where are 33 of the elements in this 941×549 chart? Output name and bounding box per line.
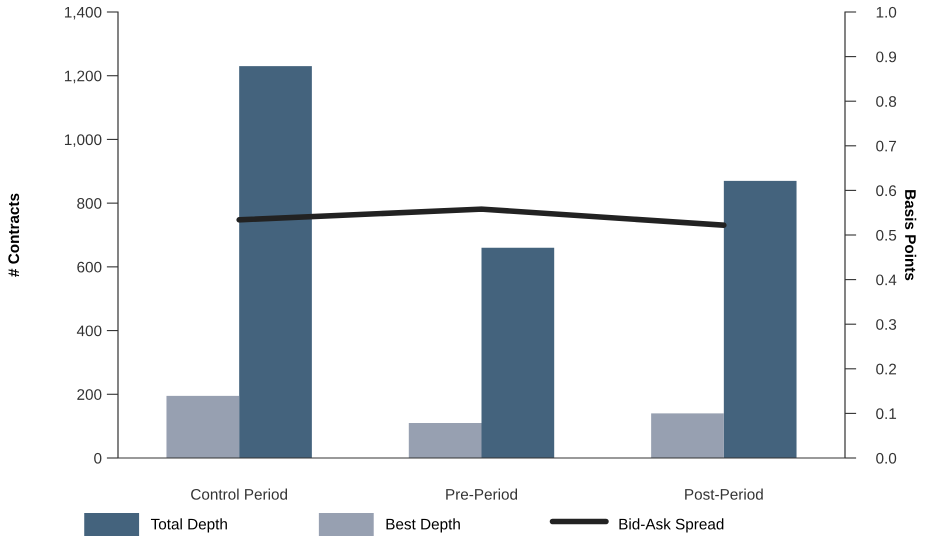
- x-tick-label: Control Period: [191, 488, 288, 500]
- y2-tick-label: 0.2: [876, 364, 896, 374]
- y-tick-label: 800: [77, 198, 102, 209]
- y2-tick-label: 0.9: [876, 51, 896, 62]
- y2-tick-label: 0.8: [876, 96, 896, 107]
- bar: [166, 396, 240, 458]
- x-tick-label: Post-Period: [685, 488, 763, 500]
- y2-tick-label: 0.7: [876, 140, 896, 152]
- y-tick-label: 1,000: [64, 134, 102, 147]
- y-tick-label: 1,200: [64, 70, 102, 84]
- bar: [239, 66, 312, 458]
- y2-tick-label: 1.0: [876, 6, 896, 18]
- y-tick-label: 0: [94, 452, 102, 464]
- bar: [724, 180, 797, 458]
- bar: [651, 413, 724, 458]
- y2-tick-label: 0.6: [876, 185, 896, 196]
- y-tick-label: 1,400: [64, 6, 102, 20]
- y2-tick-label: 0.4: [876, 274, 896, 286]
- y2-axis-title: Basis Points: [905, 190, 916, 280]
- y2-tick-label: 0.1: [876, 408, 896, 420]
- y-axis-title: # Contracts: [8, 194, 20, 277]
- x-tick-label: Pre-Period: [446, 488, 518, 500]
- y-tick-label: 200: [77, 389, 102, 400]
- y-tick-label: 600: [77, 262, 102, 273]
- legend-label: Bid-Ask Spread: [619, 518, 724, 533]
- legend-label: Best Depth: [386, 518, 460, 533]
- bar: [408, 422, 482, 458]
- y-tick-label: 400: [76, 325, 102, 336]
- y2-tick-label: 0.0: [876, 452, 896, 464]
- y2-tick-label: 0.3: [876, 319, 896, 330]
- legend-label: Total Depth: [150, 518, 227, 533]
- bar: [482, 248, 554, 458]
- y2-tick-label: 0.5: [876, 230, 896, 241]
